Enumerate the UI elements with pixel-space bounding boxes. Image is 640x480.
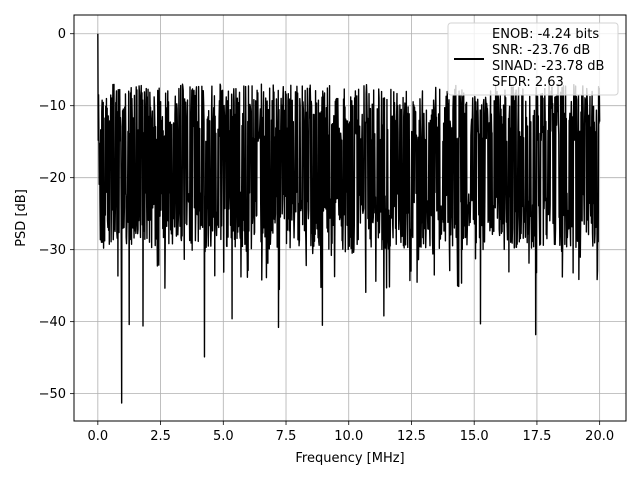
legend-entry-sfdr: SFDR: 2.63 <box>492 75 564 90</box>
x-axis-ticks: 0.0 2.5 5.0 7.5 10.0 12.5 15.0 17.5 20.0 <box>87 421 614 444</box>
legend-box <box>447 22 619 96</box>
legend: ENOB: -4.24 bits SNR: -23.76 dB SINAD: -… <box>447 22 619 96</box>
y-axis-ticks: 0 −10 −20 −30 −40 −50 <box>39 27 74 402</box>
legend-entry-snr: SNR: -23.76 dB <box>492 43 590 58</box>
x-tick-label: 10.0 <box>334 429 363 444</box>
x-tick-label: 2.5 <box>150 429 171 444</box>
legend-entry-sinad: SINAD: -23.78 dB <box>492 59 604 74</box>
x-tick-label: 12.5 <box>397 429 426 444</box>
x-tick-label: 17.5 <box>522 429 551 444</box>
y-tick-label: −50 <box>39 387 66 402</box>
x-tick-label: 20.0 <box>585 429 614 444</box>
psd-series-line <box>97 33 601 404</box>
y-tick-label: 0 <box>58 27 66 42</box>
y-tick-label: −40 <box>39 315 66 330</box>
x-tick-label: 0.0 <box>87 429 108 444</box>
legend-entry-enob: ENOB: -4.24 bits <box>492 27 599 42</box>
x-tick-label: 15.0 <box>460 429 489 444</box>
x-axis-label: Frequency [MHz] <box>295 451 404 466</box>
plot-frame <box>73 14 627 422</box>
y-tick-label: −10 <box>39 99 66 114</box>
y-tick-label: −30 <box>39 243 66 258</box>
series-layer <box>97 33 601 404</box>
y-tick-label: −20 <box>39 171 66 186</box>
x-tick-label: 7.5 <box>276 429 297 444</box>
x-tick-label: 5.0 <box>213 429 234 444</box>
y-axis-label: PSD [dB] <box>14 189 29 247</box>
